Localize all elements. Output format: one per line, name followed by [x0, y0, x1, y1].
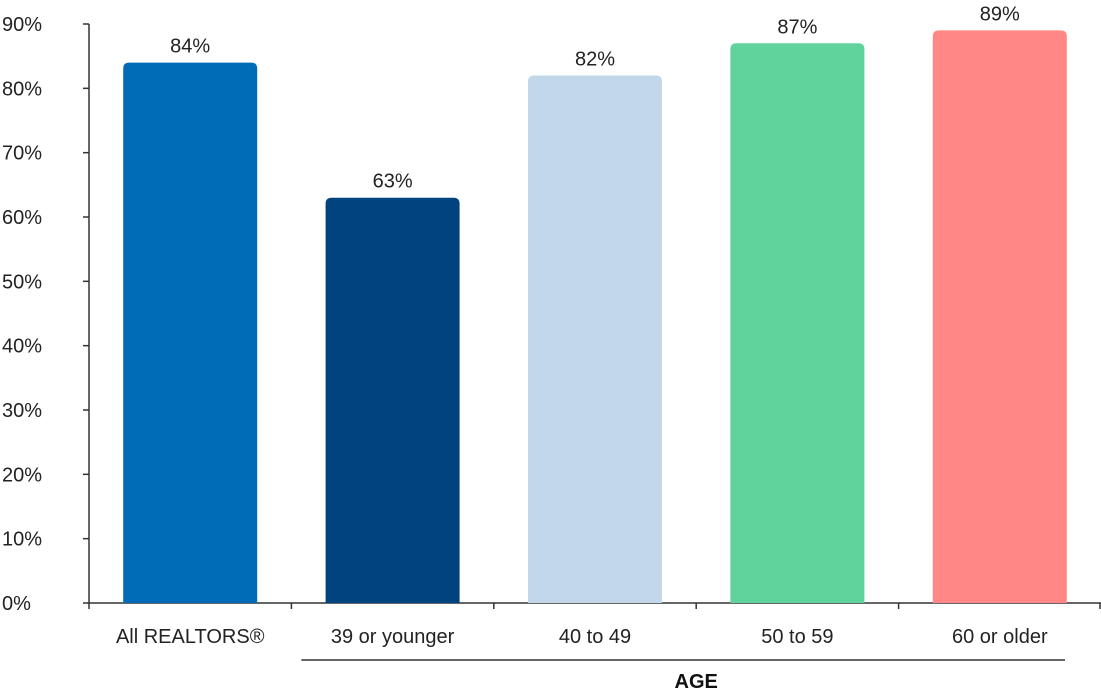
x-category-label: All REALTORS® [116, 626, 265, 648]
y-tick-label: 80% [2, 78, 42, 100]
data-label: 89% [980, 3, 1020, 25]
x-axis: All REALTORS® 39 or younger 40 to 49 50 to … [88, 602, 1101, 648]
data-label: 82% [575, 48, 615, 70]
bar [325, 197, 460, 603]
bar [932, 30, 1067, 603]
data-labels: 84% 63% 82% 87% 89% [170, 3, 1020, 192]
y-tick-label: 60% [2, 207, 42, 229]
x-category-label: 40 to 49 [559, 626, 631, 648]
bar [123, 62, 258, 604]
data-label: 84% [170, 36, 210, 58]
bar [528, 75, 662, 603]
data-label: 63% [373, 171, 413, 193]
y-tick-label: 40% [2, 336, 42, 358]
x-category-label: 50 to 59 [761, 626, 833, 648]
data-label: 87% [777, 16, 817, 38]
y-tick-label: 90% [2, 14, 42, 36]
y-tick-label: 50% [2, 271, 42, 293]
bar [730, 43, 865, 604]
y-tick-label: 0% [2, 593, 31, 615]
y-tick-label: 10% [2, 529, 42, 551]
bars [123, 30, 1067, 604]
y-tick-label: 70% [2, 143, 42, 165]
y-tick-label: 20% [2, 464, 42, 486]
x-category-label: 60 or older [952, 626, 1048, 648]
age-group: AGE [301, 659, 1065, 693]
age-group-label: AGE [675, 671, 718, 693]
y-axis: 0% 10% 20% 30% 40% 50% 60% 70% 80% 90% [2, 14, 90, 615]
y-tick-label: 30% [2, 400, 42, 422]
x-category-label: 39 or younger [331, 626, 455, 648]
